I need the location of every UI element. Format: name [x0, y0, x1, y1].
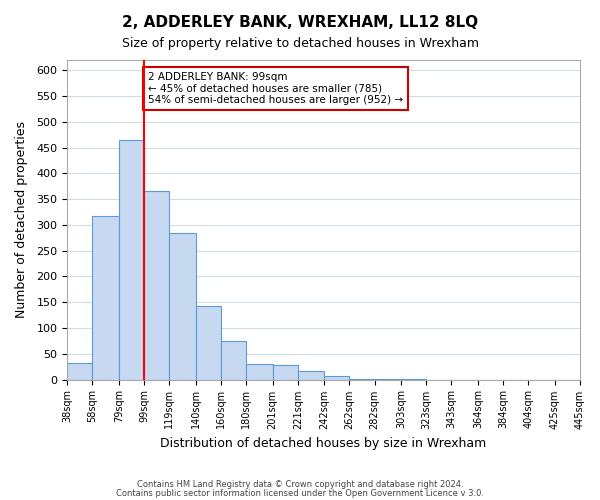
- Y-axis label: Number of detached properties: Number of detached properties: [15, 122, 28, 318]
- Bar: [221, 341, 246, 380]
- Bar: [272, 364, 298, 380]
- Text: 2, ADDERLEY BANK, WREXHAM, LL12 8LQ: 2, ADDERLEY BANK, WREXHAM, LL12 8LQ: [122, 15, 478, 30]
- Bar: [401, 379, 426, 380]
- Bar: [92, 216, 119, 380]
- X-axis label: Distribution of detached houses by size in Wrexham: Distribution of detached houses by size …: [160, 437, 487, 450]
- Bar: [374, 379, 401, 380]
- Bar: [144, 192, 169, 380]
- Text: Contains HM Land Registry data © Crown copyright and database right 2024.: Contains HM Land Registry data © Crown c…: [137, 480, 463, 489]
- Bar: [169, 232, 196, 380]
- Bar: [67, 363, 92, 380]
- Text: Size of property relative to detached houses in Wrexham: Size of property relative to detached ho…: [121, 38, 479, 51]
- Bar: [196, 306, 221, 380]
- Text: Contains public sector information licensed under the Open Government Licence v : Contains public sector information licen…: [116, 488, 484, 498]
- Bar: [246, 364, 272, 380]
- Bar: [324, 376, 349, 380]
- Text: 2 ADDERLEY BANK: 99sqm
← 45% of detached houses are smaller (785)
54% of semi-de: 2 ADDERLEY BANK: 99sqm ← 45% of detached…: [148, 72, 403, 105]
- Bar: [119, 140, 144, 380]
- Bar: [349, 378, 374, 380]
- Bar: [298, 372, 324, 380]
